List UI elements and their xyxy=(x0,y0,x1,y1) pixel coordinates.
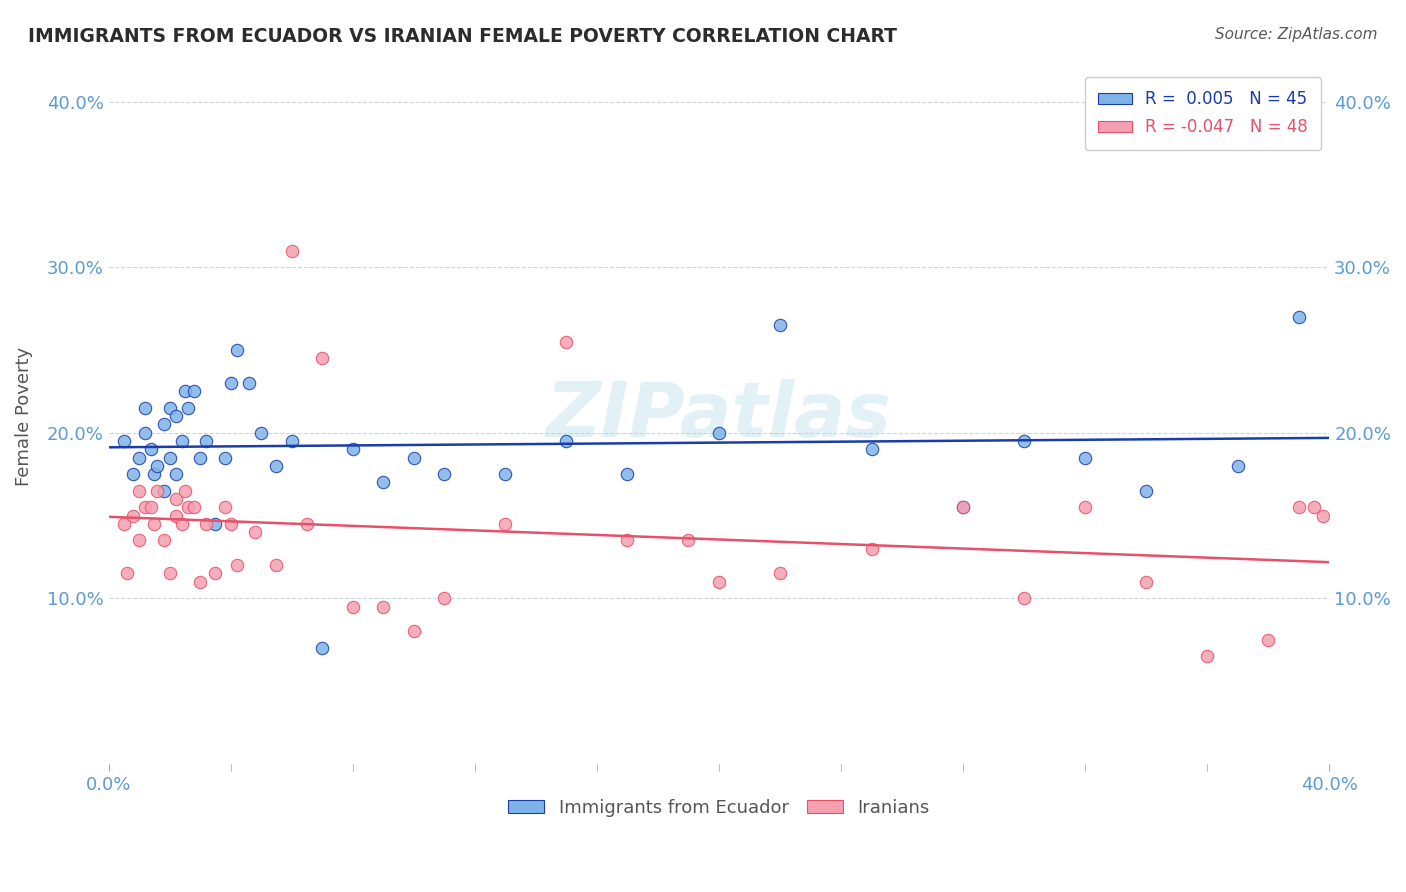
Point xyxy=(165,467,187,482)
Point xyxy=(860,442,883,457)
Point xyxy=(152,533,174,548)
Point xyxy=(1288,310,1310,324)
Point xyxy=(152,483,174,498)
Point xyxy=(143,467,166,482)
Point xyxy=(112,434,135,448)
Point xyxy=(174,483,197,498)
Point xyxy=(494,467,516,482)
Point xyxy=(134,425,156,440)
Point xyxy=(860,541,883,556)
Point xyxy=(128,533,150,548)
Point xyxy=(555,334,578,349)
Point xyxy=(373,599,395,614)
Point xyxy=(177,401,200,415)
Point xyxy=(1012,591,1035,606)
Point xyxy=(219,516,242,531)
Point xyxy=(159,450,181,465)
Point xyxy=(183,384,205,399)
Point xyxy=(225,343,247,357)
Point xyxy=(219,376,242,390)
Point xyxy=(238,376,260,390)
Point xyxy=(188,574,211,589)
Point xyxy=(342,442,364,457)
Point xyxy=(170,434,193,448)
Point xyxy=(373,475,395,490)
Point xyxy=(146,458,169,473)
Point xyxy=(342,599,364,614)
Text: ZIPatlas: ZIPatlas xyxy=(546,379,891,453)
Point xyxy=(311,351,333,366)
Text: Source: ZipAtlas.com: Source: ZipAtlas.com xyxy=(1215,27,1378,42)
Point xyxy=(280,244,302,258)
Point xyxy=(214,450,236,465)
Point xyxy=(402,624,425,639)
Point xyxy=(1012,434,1035,448)
Point xyxy=(266,558,288,573)
Point xyxy=(174,384,197,399)
Point xyxy=(1135,574,1157,589)
Point xyxy=(280,434,302,448)
Point xyxy=(1197,649,1219,664)
Point xyxy=(952,500,974,515)
Point xyxy=(165,409,187,424)
Point xyxy=(170,516,193,531)
Point xyxy=(769,566,792,581)
Point xyxy=(707,425,730,440)
Point xyxy=(141,500,163,515)
Point xyxy=(555,434,578,448)
Point xyxy=(122,508,145,523)
Point xyxy=(433,467,456,482)
Point xyxy=(707,574,730,589)
Legend: Immigrants from Ecuador, Iranians: Immigrants from Ecuador, Iranians xyxy=(501,792,936,824)
Point xyxy=(1288,500,1310,515)
Point xyxy=(295,516,318,531)
Point xyxy=(433,591,456,606)
Point xyxy=(266,458,288,473)
Point xyxy=(678,533,700,548)
Point xyxy=(311,640,333,655)
Point xyxy=(128,450,150,465)
Point xyxy=(134,500,156,515)
Point xyxy=(165,491,187,506)
Point xyxy=(143,516,166,531)
Point xyxy=(152,417,174,432)
Point xyxy=(134,401,156,415)
Point xyxy=(1135,483,1157,498)
Point xyxy=(204,566,226,581)
Point xyxy=(188,450,211,465)
Point xyxy=(250,425,273,440)
Point xyxy=(159,566,181,581)
Point xyxy=(494,516,516,531)
Point xyxy=(214,500,236,515)
Point xyxy=(177,500,200,515)
Y-axis label: Female Poverty: Female Poverty xyxy=(15,347,32,486)
Point xyxy=(195,516,218,531)
Point xyxy=(146,483,169,498)
Point xyxy=(402,450,425,465)
Text: IMMIGRANTS FROM ECUADOR VS IRANIAN FEMALE POVERTY CORRELATION CHART: IMMIGRANTS FROM ECUADOR VS IRANIAN FEMAL… xyxy=(28,27,897,45)
Point xyxy=(183,500,205,515)
Point xyxy=(1312,508,1334,523)
Point xyxy=(159,401,181,415)
Point xyxy=(1226,458,1249,473)
Point xyxy=(243,524,266,539)
Point xyxy=(616,467,638,482)
Point xyxy=(225,558,247,573)
Point xyxy=(1303,500,1326,515)
Point xyxy=(1074,500,1097,515)
Point xyxy=(952,500,974,515)
Point xyxy=(204,516,226,531)
Point xyxy=(122,467,145,482)
Point xyxy=(769,318,792,332)
Point xyxy=(112,516,135,531)
Point xyxy=(1074,450,1097,465)
Point xyxy=(128,483,150,498)
Point xyxy=(616,533,638,548)
Point xyxy=(1257,632,1279,647)
Point xyxy=(195,434,218,448)
Point xyxy=(165,508,187,523)
Point xyxy=(141,442,163,457)
Point xyxy=(115,566,138,581)
